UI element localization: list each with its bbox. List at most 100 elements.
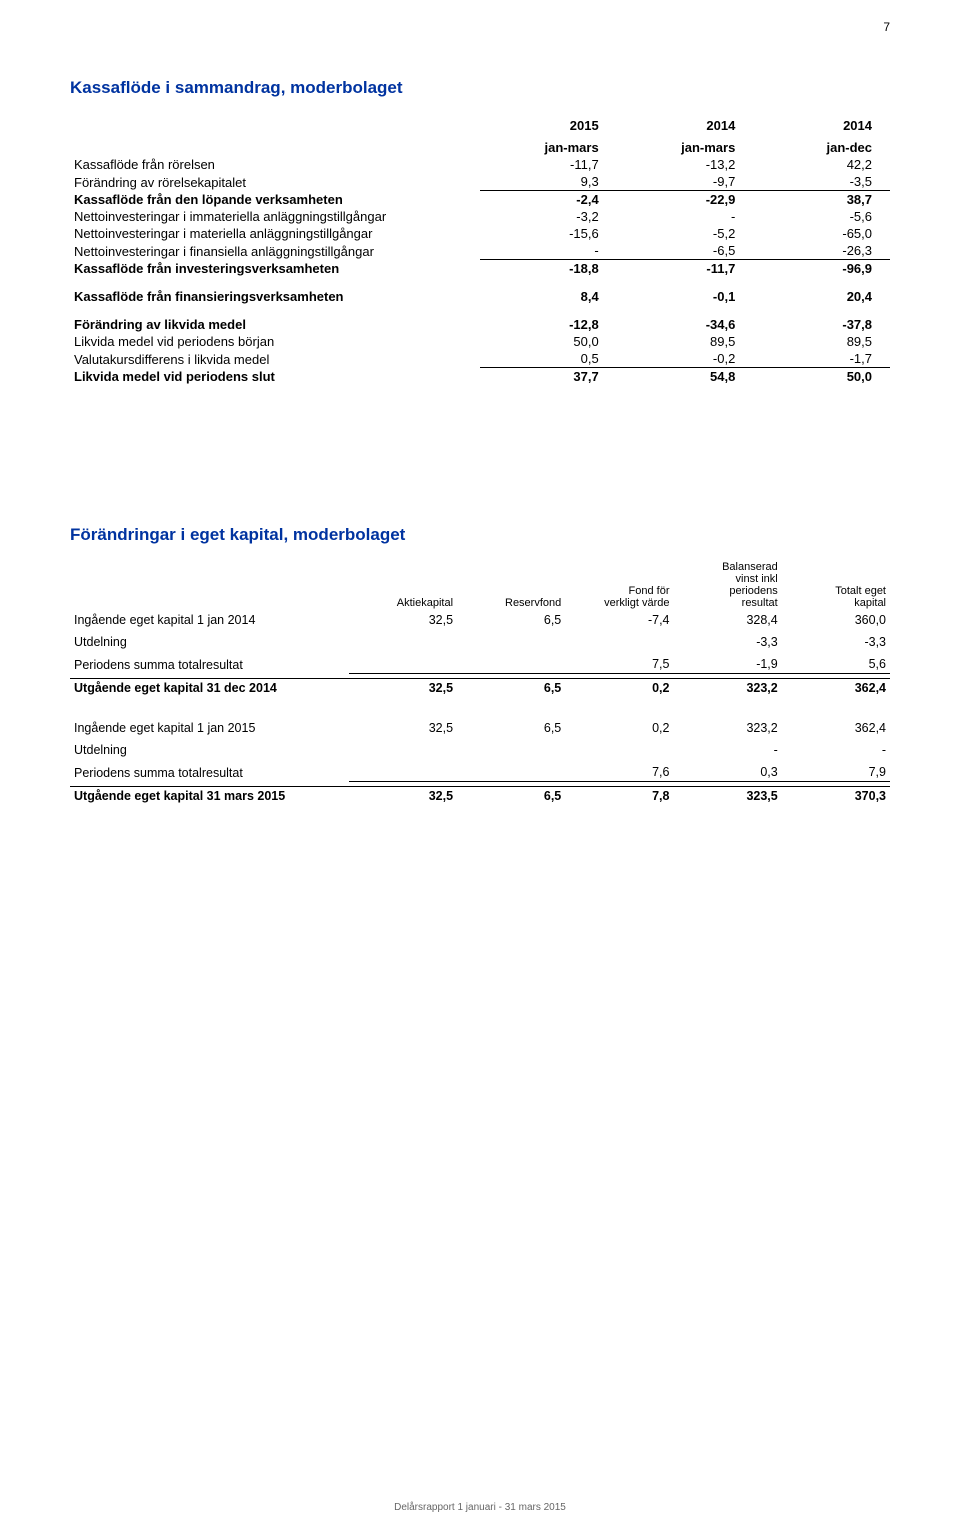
- equity-value: 328,4: [674, 611, 782, 629]
- equity-row-label: Utdelning: [70, 741, 349, 759]
- cashflow-row: Förändring av likvida medel-12,8-34,6-37…: [70, 316, 890, 333]
- equity-section-2: Ingående eget kapital 1 jan 201532,56,5 0…: [70, 719, 890, 805]
- cashflow-row: Nettoinvesteringar i immateriella anlägg…: [70, 208, 890, 225]
- row-value: 38,7: [753, 191, 890, 209]
- row-value: -: [617, 208, 754, 225]
- equity-value: -3,3: [782, 633, 890, 651]
- equity-row-label: Ingående eget kapital 1 jan 2015: [70, 719, 349, 737]
- row-value: -3,2: [480, 208, 617, 225]
- equity-row-label: Utdelning: [70, 633, 349, 651]
- equity-value: -7,4: [565, 611, 673, 629]
- equity-value: -3,3: [674, 633, 782, 651]
- equity-value: 7,6: [565, 763, 673, 782]
- equity-value: [349, 633, 457, 651]
- equity-value: 32,5: [349, 719, 457, 737]
- equity-row-label: Ingående eget kapital 1 jan 2014: [70, 611, 349, 629]
- row-value: 54,8: [617, 368, 754, 386]
- eq-col-3: Balanseradvinst inklperiodensresultat: [674, 559, 782, 611]
- row-value: -18,8: [480, 260, 617, 278]
- row-value: -11,7: [617, 260, 754, 278]
- equity-value: [457, 655, 565, 674]
- equity-value: 32,5: [349, 611, 457, 629]
- page: 7 Kassaflöde i sammandrag, moderbolaget …: [0, 0, 960, 1537]
- row-value: -15,6: [480, 225, 617, 242]
- equity-value: 6,5: [457, 679, 565, 698]
- row-label: Nettoinvesteringar i finansiella anläggn…: [70, 242, 480, 260]
- row-label: Nettoinvesteringar i materiella anläggni…: [70, 225, 480, 242]
- equity-value: 362,4: [782, 719, 890, 737]
- equity-table: Aktiekapital Reservfond Fond förverkligt…: [70, 559, 890, 805]
- row-label: Likvida medel vid periodens slut: [70, 368, 480, 386]
- row-value: 8,4: [480, 288, 617, 305]
- section-gap: [70, 385, 890, 495]
- equity-value: 5,6: [782, 655, 890, 674]
- equity-value: 0,2: [565, 679, 673, 698]
- eq-col-0: Aktiekapital: [349, 559, 457, 611]
- cashflow-row: Kassaflöde från investeringsverksamheten…: [70, 260, 890, 278]
- row-value: 89,5: [617, 333, 754, 350]
- col-year-2: 2014: [753, 112, 890, 134]
- cashflow-header-periods: jan-mars jan-mars jan-dec: [70, 134, 890, 156]
- equity-value: 7,8: [565, 787, 673, 806]
- row-label: Nettoinvesteringar i immateriella anlägg…: [70, 208, 480, 225]
- equity-value: 6,5: [457, 719, 565, 737]
- page-number: 7: [883, 20, 890, 34]
- col-period-1: jan-mars: [617, 134, 754, 156]
- row-label: Valutakursdifferens i likvida medel: [70, 350, 480, 368]
- equity-row-label: Utgående eget kapital 31 mars 2015: [70, 787, 349, 806]
- equity-value: [457, 633, 565, 651]
- row-value: -65,0: [753, 225, 890, 242]
- cashflow-row: Valutakursdifferens i likvida medel0,5-0…: [70, 350, 890, 368]
- eq-col-1: Reservfond: [457, 559, 565, 611]
- equity-value: [349, 763, 457, 782]
- row-value: -0,1: [617, 288, 754, 305]
- equity-value: 360,0: [782, 611, 890, 629]
- eq-col-4: Totalt egetkapital: [782, 559, 890, 611]
- row-value: -26,3: [753, 242, 890, 260]
- equity-row-label: Periodens summa totalresultat: [70, 655, 349, 674]
- row-value: 37,7: [480, 368, 617, 386]
- row-value: -96,9: [753, 260, 890, 278]
- row-value: -9,7: [617, 173, 754, 191]
- col-period-0: jan-mars: [480, 134, 617, 156]
- equity-row: Utdelning--: [70, 741, 890, 759]
- row-value: -5,2: [617, 225, 754, 242]
- equity-row: Ingående eget kapital 1 jan 201532,56,50…: [70, 719, 890, 737]
- equity-heading: Förändringar i eget kapital, moderbolage…: [70, 525, 890, 545]
- row-value: -11,7: [480, 156, 617, 173]
- row-value: 9,3: [480, 173, 617, 191]
- equity-value: -1,9: [674, 655, 782, 674]
- footer-text: Delårsrapport 1 januari - 31 mars 2015: [0, 1502, 960, 1513]
- equity-value: [457, 741, 565, 759]
- row-value: -13,2: [617, 156, 754, 173]
- equity-row: Periodens summa totalresultat 7,60,37,9: [70, 763, 890, 782]
- equity-value: 362,4: [782, 679, 890, 698]
- equity-row: Utgående eget kapital 31 mars 201532,56,…: [70, 787, 890, 806]
- row-value: 42,2: [753, 156, 890, 173]
- row-value: 50,0: [753, 368, 890, 386]
- row-label: Likvida medel vid periodens början: [70, 333, 480, 350]
- row-label: Kassaflöde från rörelsen: [70, 156, 480, 173]
- col-year-0: 2015: [480, 112, 617, 134]
- equity-value: 32,5: [349, 679, 457, 698]
- equity-row: Ingående eget kapital 1 jan 201432,56,5-…: [70, 611, 890, 629]
- cashflow-heading: Kassaflöde i sammandrag, moderbolaget: [70, 78, 890, 98]
- equity-value: 0,3: [674, 763, 782, 782]
- row-value: -12,8: [480, 316, 617, 333]
- equity-value: [349, 741, 457, 759]
- row-label: Kassaflöde från finansieringsverksamhete…: [70, 288, 480, 305]
- row-value: -37,8: [753, 316, 890, 333]
- equity-value: [457, 763, 565, 782]
- cashflow-row: Likvida medel vid periodens slut37,754,8…: [70, 368, 890, 386]
- cashflow-row: Kassaflöde från rörelsen-11,7-13,242,2: [70, 156, 890, 173]
- equity-row-label: Periodens summa totalresultat: [70, 763, 349, 782]
- cashflow-table: 2015 2014 2014 jan-mars jan-mars jan-dec…: [70, 112, 890, 385]
- cashflow-row: Kassaflöde från den löpande verksamheten…: [70, 191, 890, 209]
- cashflow-row: Kassaflöde från finansieringsverksamhete…: [70, 288, 890, 305]
- equity-value: 323,2: [674, 679, 782, 698]
- cashflow-header-years: 2015 2014 2014: [70, 112, 890, 134]
- equity-value: 7,9: [782, 763, 890, 782]
- cashflow-body: Kassaflöde från rörelsen-11,7-13,242,2Fö…: [70, 156, 890, 385]
- row-label: Förändring av likvida medel: [70, 316, 480, 333]
- equity-value: [565, 741, 673, 759]
